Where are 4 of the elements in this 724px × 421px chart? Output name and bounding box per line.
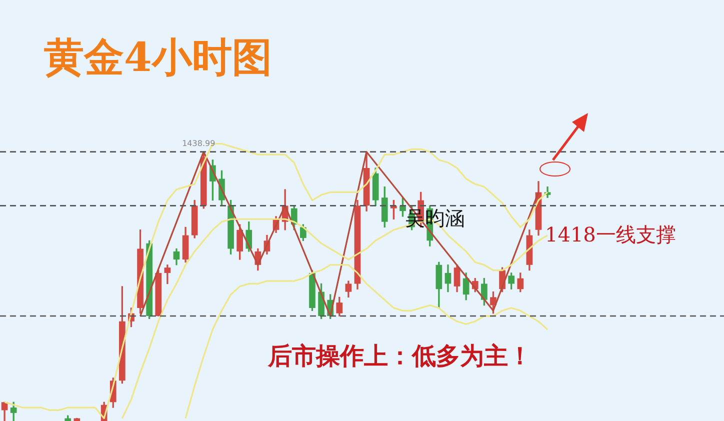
chart-title: 黄金4小时图 xyxy=(44,33,272,83)
annotation: 后市操作上：低多为主！ xyxy=(268,340,532,372)
annotation: 1418一线支撑 xyxy=(545,222,676,247)
annotation: 1438.99 xyxy=(182,138,216,148)
